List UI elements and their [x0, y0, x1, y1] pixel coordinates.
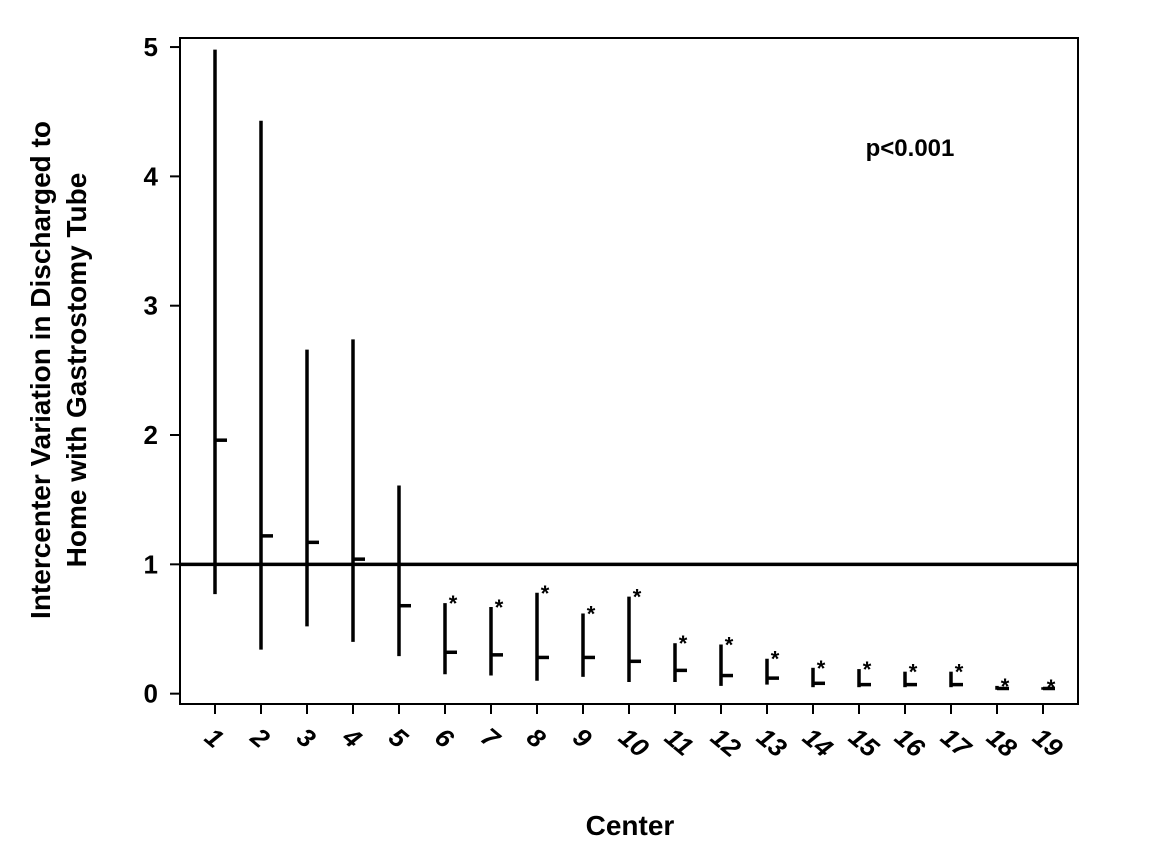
- x-tick-label: 13: [751, 722, 793, 764]
- x-tick-label: 19: [1027, 722, 1069, 764]
- significance-flag: *: [541, 581, 550, 606]
- significance-flag: *: [909, 660, 918, 685]
- x-tick-label: 3: [291, 722, 322, 755]
- y-tick-label: 0: [144, 679, 158, 709]
- x-tick-label: 16: [889, 722, 931, 764]
- x-tick-label: 5: [383, 722, 414, 755]
- y-tick-label: 3: [144, 291, 158, 321]
- x-tick-label: 18: [981, 722, 1023, 764]
- significance-flag: *: [863, 657, 872, 682]
- x-axis-title: Center: [586, 810, 675, 841]
- x-tick-label: 1: [199, 722, 229, 754]
- x-tick-label: 6: [429, 722, 460, 755]
- x-tick-label: 12: [705, 722, 747, 764]
- significance-flag: *: [495, 595, 504, 620]
- significance-flag: *: [771, 647, 780, 672]
- x-tick-label: 7: [475, 722, 507, 755]
- significance-flag: *: [1001, 674, 1010, 699]
- y-tick-label: 2: [144, 420, 158, 450]
- significance-flag: *: [1047, 675, 1056, 700]
- significance-flag: *: [633, 585, 642, 610]
- y-tick-label: 1: [144, 549, 158, 579]
- y-axis-title: Intercenter Variation in Discharged to: [25, 121, 56, 619]
- x-tick-label: 8: [521, 722, 552, 755]
- y-tick-label: 4: [144, 161, 159, 191]
- significance-flag: *: [679, 631, 688, 656]
- p-value: p<0.001: [866, 135, 955, 162]
- significance-flag: *: [725, 633, 734, 658]
- x-tick-label: 4: [336, 721, 368, 754]
- significance-flag: *: [955, 660, 964, 685]
- y-axis-title: Home with Gastrostomy Tube: [61, 173, 92, 568]
- x-tick-label: 15: [843, 722, 885, 764]
- significance-flag: *: [587, 601, 596, 626]
- significance-flag: *: [449, 591, 458, 616]
- x-tick-label: 2: [244, 721, 276, 754]
- x-tick-label: 10: [613, 722, 655, 764]
- x-tick-label: 9: [567, 722, 598, 755]
- x-tick-label: 17: [935, 722, 978, 765]
- significance-flag: *: [817, 656, 826, 681]
- x-tick-label: 14: [797, 722, 839, 764]
- y-tick-label: 5: [144, 32, 158, 62]
- x-tick-label: 11: [659, 722, 699, 762]
